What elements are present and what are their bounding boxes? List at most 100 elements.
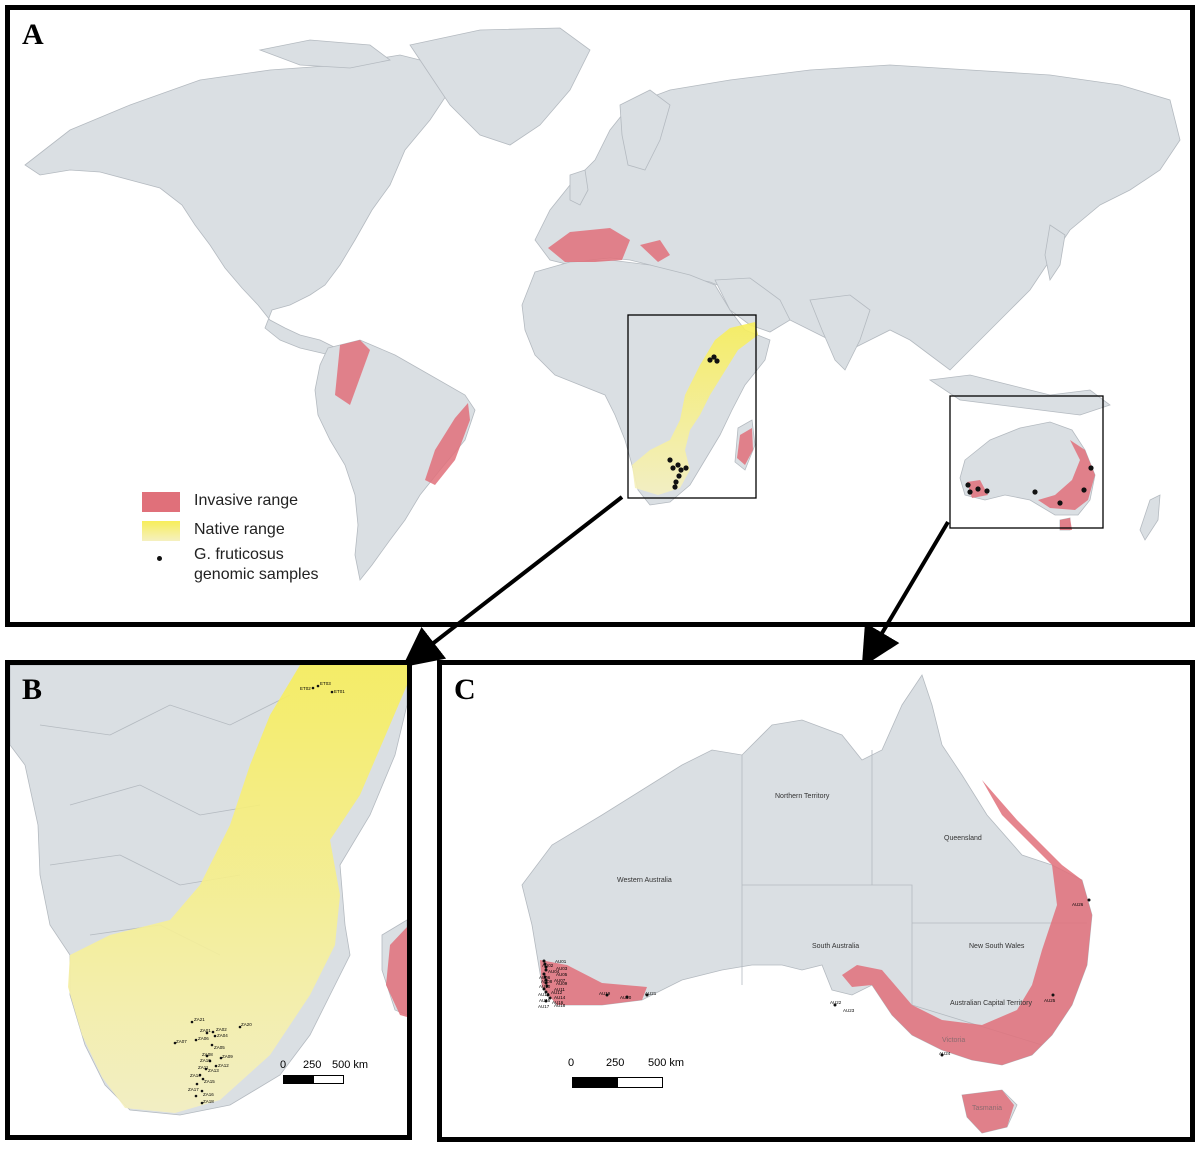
south-america-landmass bbox=[314, 339, 476, 581]
site-label: AU09 bbox=[556, 981, 568, 986]
world-map-svg bbox=[24, 27, 1181, 581]
india-landmass bbox=[809, 294, 871, 371]
scale-bar-white bbox=[313, 1075, 344, 1084]
scale-tick-250: 250 bbox=[606, 1057, 625, 1069]
scandinavia-landmass bbox=[619, 89, 671, 171]
invasive-range-tasmania-c bbox=[962, 1090, 1014, 1133]
inset-box-australia bbox=[949, 395, 1104, 529]
sample-points-c bbox=[542, 898, 1091, 1057]
invasive-range-sw-western-australia bbox=[540, 960, 647, 1005]
invasive-range-brazil bbox=[425, 403, 470, 485]
panel-a-world-map: A Invasive range Native range G. frutico… bbox=[5, 5, 1195, 627]
site-label: AU02 bbox=[542, 963, 554, 968]
site-label: ZA08 bbox=[202, 1052, 213, 1057]
southern-africa-map-svg bbox=[10, 665, 407, 1116]
site-label: ZA07 bbox=[176, 1039, 187, 1044]
japan-landmass bbox=[1044, 224, 1066, 282]
site-label: ET02 bbox=[300, 686, 311, 691]
scale-bar-black bbox=[572, 1077, 618, 1088]
site-label: AU25 bbox=[1044, 998, 1056, 1003]
site-label: ZA15 bbox=[204, 1079, 215, 1084]
site-label: AU04 bbox=[548, 969, 560, 974]
site-label: ZA12 bbox=[218, 1063, 229, 1068]
australia-map-svg bbox=[521, 674, 1093, 1134]
scale-tick-250: 250 bbox=[303, 1059, 322, 1071]
site-label: ET01 bbox=[334, 689, 345, 694]
site-label: AU08 bbox=[541, 979, 553, 984]
site-label: ZA18 bbox=[203, 1099, 214, 1104]
site-label: AU24 bbox=[939, 1051, 951, 1056]
site-label: ZA01 bbox=[200, 1028, 211, 1033]
region-label-queensland: Queensland bbox=[944, 835, 982, 842]
site-label: AU17 bbox=[538, 1004, 550, 1009]
site-label: AU06 bbox=[539, 975, 551, 980]
site-label: AU16 bbox=[552, 1000, 564, 1005]
region-label-south-australia: South Australia bbox=[812, 943, 860, 950]
inset-box-southern-africa bbox=[627, 314, 757, 499]
scale-tick-500: 500 km bbox=[648, 1057, 685, 1069]
legend-sample-dot bbox=[157, 556, 162, 561]
africa-landmass bbox=[521, 259, 771, 506]
invasive-range-colombia bbox=[335, 340, 370, 405]
legend-native-label: Native range bbox=[194, 521, 285, 538]
north-america-landmass bbox=[24, 54, 451, 361]
legend-samples-line1: G. fruticosus bbox=[194, 546, 284, 563]
site-label: ZA05 bbox=[214, 1045, 225, 1050]
native-range-b bbox=[68, 665, 407, 1113]
site-label: AU03 bbox=[556, 966, 568, 971]
panel-b-label: B bbox=[22, 673, 43, 706]
site-label: ZA09 bbox=[222, 1054, 233, 1059]
invasive-range-madagascar-b bbox=[386, 927, 407, 1017]
scale-tick-0: 0 bbox=[568, 1057, 575, 1069]
site-label: ZA10 bbox=[200, 1058, 211, 1063]
britain-landmass bbox=[569, 169, 589, 206]
state-borders bbox=[741, 750, 1087, 1046]
site-label: ZA21 bbox=[194, 1017, 205, 1022]
site-label: ZA02 bbox=[216, 1027, 227, 1032]
map-legend: Invasive range Native range G. fruticosu… bbox=[142, 486, 382, 596]
arabia-landmass bbox=[714, 277, 791, 333]
invasive-range-australia-se bbox=[1038, 440, 1095, 510]
scale-tick-0: 0 bbox=[280, 1059, 287, 1071]
site-label: AU13 bbox=[538, 992, 550, 997]
panel-c-label: C bbox=[454, 673, 476, 706]
scale-bar-black bbox=[283, 1075, 314, 1084]
region-label-victoria: Victoria bbox=[942, 1037, 966, 1044]
site-label: ZA06 bbox=[198, 1036, 209, 1041]
sample-points-b bbox=[173, 684, 334, 1105]
site-label: AU10 bbox=[539, 984, 551, 989]
site-label: AU05 bbox=[556, 972, 568, 977]
site-label: ZA13 bbox=[208, 1068, 219, 1073]
invasive-range-tasmania bbox=[1060, 518, 1072, 530]
invasive-range-mediterranean-east bbox=[640, 240, 670, 262]
site-label: AU07 bbox=[554, 978, 566, 983]
scale-bar-b: 0 250 500 km bbox=[280, 1059, 390, 1089]
site-label: AU26 bbox=[1072, 902, 1084, 907]
site-label: ET03 bbox=[320, 681, 331, 686]
site-label: ZA14 bbox=[190, 1073, 201, 1078]
site-label: ZA20 bbox=[241, 1022, 252, 1027]
panel-c-australia-map: C Northern Territory Queensland Western … bbox=[437, 660, 1195, 1142]
region-label-western-australia: Western Australia bbox=[617, 877, 672, 884]
region-label-northern-territory: Northern Territory bbox=[775, 793, 830, 800]
southeast-asia-islands bbox=[928, 374, 1111, 416]
legend-invasive-label: Invasive range bbox=[194, 492, 299, 509]
region-label-new-south-wales: New South Wales bbox=[969, 943, 1025, 950]
legend-native-swatch bbox=[142, 521, 180, 541]
site-label: AU11 bbox=[554, 987, 565, 992]
site-label: AU15 bbox=[539, 998, 551, 1003]
scale-tick-500: 500 km bbox=[332, 1059, 369, 1071]
site-label: AU01 bbox=[555, 959, 567, 964]
site-label: ZA16 bbox=[203, 1092, 214, 1097]
region-label-act: Australian Capital Territory bbox=[950, 1000, 1032, 1007]
invasive-range-east-coast bbox=[842, 780, 1092, 1065]
site-label: AU23 bbox=[843, 1008, 855, 1013]
site-label: ZA17 bbox=[188, 1087, 199, 1092]
greenland-landmass bbox=[409, 27, 591, 146]
panel-b-southern-africa-map: B ET02 ET03 ET01 ZA21 ZA01 ZA02 ZA04 ZA2… bbox=[5, 660, 412, 1140]
site-label: AU22 bbox=[830, 1000, 842, 1005]
site-label: ZA11 bbox=[198, 1065, 209, 1070]
site-label: AU12 bbox=[551, 990, 563, 995]
site-label: AU18 bbox=[554, 1003, 566, 1008]
scale-bar-white bbox=[617, 1077, 663, 1088]
